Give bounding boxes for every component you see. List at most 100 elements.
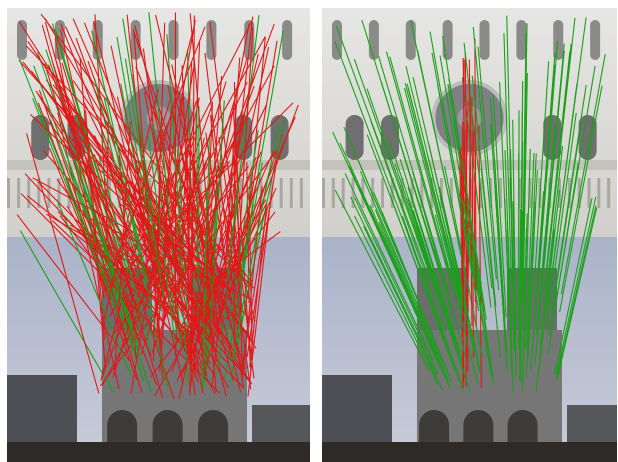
column xyxy=(108,178,111,208)
column xyxy=(289,178,293,208)
match-line xyxy=(233,135,236,354)
window xyxy=(206,20,217,60)
match-line xyxy=(556,196,597,375)
match-line xyxy=(404,226,464,391)
match-line xyxy=(461,77,492,308)
portal xyxy=(107,410,138,450)
side-building xyxy=(7,375,77,455)
match-line xyxy=(19,230,114,393)
match-line xyxy=(389,193,456,373)
match-line xyxy=(155,14,243,369)
match-line xyxy=(135,160,149,278)
match-line xyxy=(535,125,556,335)
match-line xyxy=(522,73,528,306)
match-line xyxy=(142,160,164,379)
match-line xyxy=(114,121,131,375)
column xyxy=(322,178,325,208)
match-line xyxy=(30,114,253,322)
match-line xyxy=(537,40,559,288)
match-line xyxy=(101,88,159,330)
match-line xyxy=(512,201,517,377)
match-line xyxy=(472,26,497,280)
column xyxy=(299,178,303,208)
match-line xyxy=(124,58,165,298)
match-line xyxy=(210,100,225,321)
match-line xyxy=(344,173,434,361)
column xyxy=(67,178,71,208)
match-line xyxy=(202,121,245,325)
match-line xyxy=(130,19,196,394)
match-line xyxy=(334,189,429,371)
match-line xyxy=(204,150,275,308)
match-line xyxy=(147,136,176,341)
match-line xyxy=(353,58,439,298)
match-line xyxy=(156,175,161,337)
column xyxy=(269,178,273,208)
match-line xyxy=(556,207,598,380)
match-line xyxy=(503,33,512,283)
match-line xyxy=(92,21,166,313)
match-line xyxy=(184,153,214,308)
match-line xyxy=(35,90,182,333)
match-line xyxy=(236,27,254,279)
match-line xyxy=(91,30,149,282)
column xyxy=(219,178,223,208)
match-line xyxy=(60,23,158,273)
crowd xyxy=(7,442,310,462)
match-line xyxy=(504,150,513,348)
window xyxy=(405,20,416,60)
match-line xyxy=(522,213,528,384)
match-line xyxy=(494,190,508,371)
column xyxy=(528,178,532,208)
match-line xyxy=(520,210,524,382)
match-line xyxy=(504,198,513,375)
match-line xyxy=(238,30,284,282)
match-line xyxy=(477,46,500,291)
match-line xyxy=(247,196,272,397)
match-line xyxy=(416,49,470,293)
column xyxy=(37,178,41,208)
match-line xyxy=(399,159,461,354)
match-line xyxy=(431,52,477,294)
portal xyxy=(152,410,183,450)
column xyxy=(239,178,243,208)
match-line xyxy=(474,39,477,327)
match-line xyxy=(353,197,439,375)
match-line xyxy=(74,152,141,350)
match-line xyxy=(161,141,208,377)
column xyxy=(57,178,61,208)
column xyxy=(607,178,611,208)
match-line xyxy=(51,23,130,278)
match-line xyxy=(478,125,482,388)
crowd xyxy=(322,442,617,462)
match-line xyxy=(350,196,437,375)
column xyxy=(118,178,122,208)
image-pair xyxy=(7,8,310,462)
match-line xyxy=(471,75,497,307)
match-line xyxy=(554,198,593,375)
match-line xyxy=(412,171,468,361)
match-line xyxy=(152,22,166,361)
column xyxy=(7,178,10,208)
window xyxy=(590,20,601,60)
match-line xyxy=(370,120,447,332)
match-line xyxy=(246,160,278,357)
match-line xyxy=(374,209,449,382)
match-line xyxy=(539,146,564,346)
match-line xyxy=(556,205,597,379)
match-line xyxy=(201,226,217,392)
match-line xyxy=(112,26,206,267)
match-line xyxy=(385,51,455,294)
match-line xyxy=(519,111,523,327)
column xyxy=(410,178,414,208)
match-line xyxy=(546,112,577,328)
match-line xyxy=(151,123,178,334)
window xyxy=(368,20,379,60)
match-line xyxy=(538,189,561,370)
match-line xyxy=(523,148,531,348)
match-line xyxy=(227,15,260,273)
column xyxy=(597,178,601,208)
match-line xyxy=(509,155,515,351)
match-line xyxy=(407,198,465,375)
